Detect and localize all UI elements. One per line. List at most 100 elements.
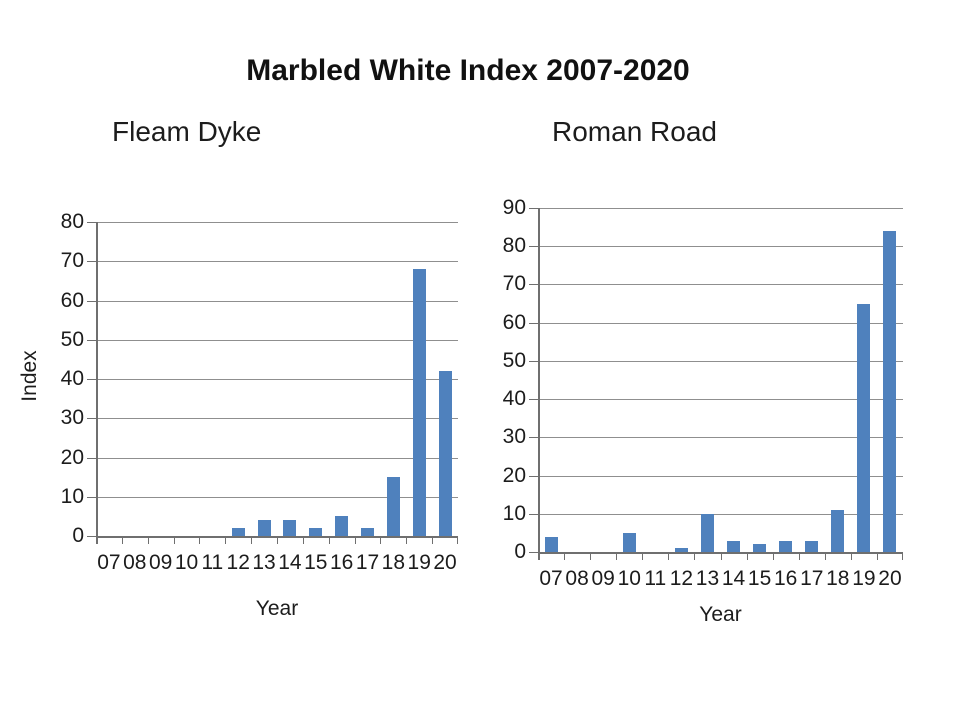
y-tick-mark [87,261,96,263]
x-axis-title-year-right: Year [699,603,742,626]
y-axis-tick-label: 30 [60,406,84,430]
x-tick-mark [616,554,618,560]
fleam-dyke-chart: 0 10 20 30 40 50 60 70 80 07 08 09 10 11 12 13 14 15 16 17 1… [61,211,458,574]
bar-13 [700,514,714,552]
x-axis-tick-label: 08 [123,551,147,574]
y-tick-mark [529,513,538,515]
x-tick-mark [432,538,434,544]
bar-19 [857,304,871,552]
y-axis-tick-label: 10 [60,484,84,508]
x-tick-mark [564,554,566,560]
x-tick-mark [798,554,800,560]
roman-road-chart: 0 10 20 30 40 50 60 70 80 90 07 08 09 10 11 12 13 14 15 16 1… [503,197,903,590]
x-tick-mark [225,538,227,544]
x-tick-mark [457,538,458,544]
x-axis-tick-label: 08 [565,567,589,590]
x-tick-mark [772,554,774,560]
x-tick-mark [406,538,408,544]
gridline [540,475,903,477]
y-axis-line [538,208,540,560]
y-axis-tick-label: 50 [502,348,526,372]
bar-14 [283,520,297,536]
x-axis-tick-label: 15 [747,567,772,590]
gridline [98,339,458,341]
y-tick-mark [529,437,538,439]
x-axis-tick-label: 11 [201,551,224,574]
x-axis-tick-label: 09 [148,551,173,574]
y-axis-tick-label: 20 [502,463,526,487]
x-axis-tick-label: 13 [252,551,276,574]
gridline [540,284,903,286]
x-axis-tick-label: 16 [329,551,354,574]
x-axis-line [538,552,903,554]
x-axis-tick-label: 10 [174,551,199,574]
bar-16 [335,516,349,536]
x-axis-tick-label: 17 [355,551,380,574]
y-axis-tick-label: 70 [502,272,526,296]
y-axis-line [96,222,98,544]
gridline [98,261,458,263]
x-axis-tick-label: 07 [97,551,121,574]
bar-12 [231,528,245,536]
y-axis-tick-label: 90 [502,196,526,219]
bar-18 [831,510,845,552]
gridline [98,457,458,459]
x-tick-mark [824,554,826,560]
x-axis-tick-label: 20 [433,551,457,574]
x-axis-line [96,536,458,538]
y-axis-tick-label: 50 [60,327,84,351]
x-tick-mark [642,554,644,560]
x-axis-title-year-left: Year [255,597,299,620]
chart-title-roman-road: Roman Road [552,116,717,147]
x-tick-mark [720,554,722,560]
gridline [98,222,458,223]
y-tick-mark [87,222,96,223]
x-axis-tick-label: 18 [381,551,406,574]
x-axis-tick-label: 19 [852,567,876,590]
x-axis-tick-label: 09 [591,567,615,590]
x-axis-tick-label: 11 [644,567,667,590]
y-tick-mark [87,339,96,341]
x-axis-tick-label: 18 [826,567,850,590]
x-tick-mark [302,538,304,544]
gridline [540,437,903,439]
x-axis-tick-label: 13 [695,567,720,590]
x-axis-tick-label: 14 [278,551,302,574]
y-tick-mark [529,322,538,324]
x-tick-mark [199,538,201,544]
x-axis-tick-label: 12 [669,567,694,590]
x-tick-mark [277,538,278,544]
x-tick-mark [354,538,356,544]
y-axis-tick-label: 0 [72,524,84,547]
x-axis-tick-label: 12 [226,551,250,574]
gridline [540,322,903,324]
gridline [540,360,903,362]
bar-15 [309,528,323,536]
x-axis-tick-label: 16 [773,567,798,590]
x-axis-tick-label: 20 [878,567,902,590]
x-tick-mark [328,538,330,544]
x-tick-mark [850,554,852,560]
y-tick-mark [529,246,538,248]
bar-13 [257,520,271,536]
y-tick-mark [529,208,538,209]
chart-main-title: Marbled White Index 2007-2020 [246,54,690,87]
gridline [98,496,458,498]
gridline [540,246,903,248]
y-tick-mark [529,552,538,553]
x-axis-tick-label: 07 [539,567,563,590]
x-axis-tick-label: 10 [617,567,641,590]
bar-16 [779,541,793,552]
x-tick-mark [694,554,696,560]
y-axis-title-index: Index [18,350,41,402]
y-tick-mark [87,300,96,302]
y-axis-tick-label: 40 [502,387,526,411]
bar-15 [753,544,767,552]
x-tick-mark [173,538,175,544]
x-axis-tick-label: 15 [304,551,328,574]
bar-14 [727,541,741,552]
y-axis-tick-label: 30 [502,425,526,449]
y-tick-mark [87,418,96,420]
bar-18 [386,477,400,536]
